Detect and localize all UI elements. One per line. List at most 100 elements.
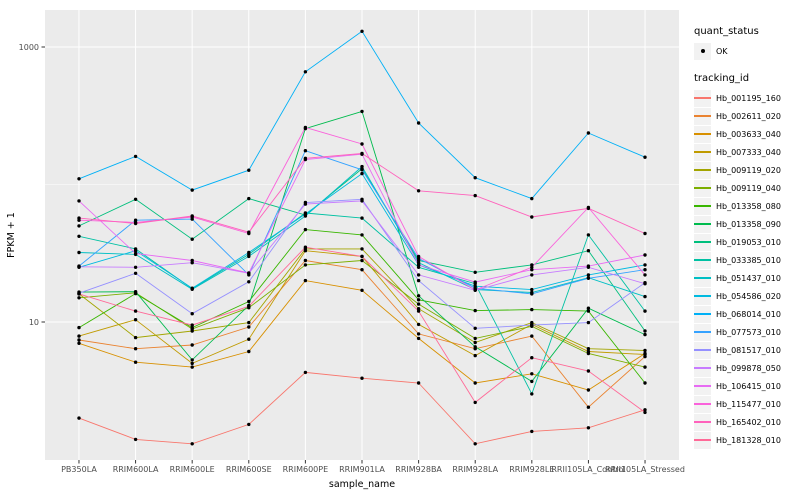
data-point — [133, 290, 138, 294]
data-point — [190, 312, 194, 316]
data-point — [643, 155, 647, 159]
quant-status-point-icon — [694, 42, 711, 60]
data-point — [643, 329, 647, 333]
data-point — [360, 168, 364, 172]
data-point — [416, 298, 421, 302]
data-point — [303, 370, 308, 375]
legend-entry: Hb_033385_010 — [694, 251, 800, 269]
legend-entry-label: Hb_019053_010 — [716, 237, 781, 247]
legend-entry: Hb_081517_010 — [694, 341, 800, 359]
legend-key-line-icon — [694, 323, 711, 341]
data-point — [133, 197, 138, 201]
data-point — [190, 214, 194, 218]
legend-key-line-icon — [694, 377, 711, 395]
data-point — [530, 392, 534, 396]
data-point — [360, 109, 364, 114]
legend-entry-label: Hb_009119_020 — [716, 165, 781, 175]
data-point — [586, 273, 591, 277]
data-point — [530, 356, 534, 360]
data-point — [247, 168, 251, 172]
data-point — [360, 254, 364, 259]
data-point — [416, 302, 421, 306]
legend-entry: Hb_051437_010 — [694, 269, 800, 287]
data-point — [473, 270, 477, 274]
data-point — [77, 334, 81, 338]
data-point — [247, 349, 251, 354]
data-point — [247, 299, 251, 304]
data-point — [133, 271, 138, 275]
x-tick-label: RRIM600PE — [283, 465, 329, 474]
data-point — [360, 151, 364, 156]
data-point — [416, 189, 421, 193]
legend-key-line-icon — [694, 431, 711, 449]
data-point — [530, 287, 534, 292]
data-point — [303, 70, 308, 74]
legend-entry-label: Hb_081517_010 — [716, 345, 781, 355]
data-point — [133, 221, 138, 226]
data-point — [360, 29, 364, 33]
legend-key-line-icon — [694, 161, 711, 179]
data-point — [586, 347, 591, 351]
data-point — [530, 196, 534, 201]
x-tick-label: RRII105LA_Stressed — [605, 465, 685, 474]
legend-entry: Hb_181328_010 — [694, 431, 800, 449]
legend-key-line-icon — [694, 251, 711, 269]
data-point — [643, 294, 647, 299]
data-point — [416, 273, 421, 277]
legend-entry: Hb_115477_010 — [694, 395, 800, 413]
data-point — [473, 288, 477, 292]
legend-key-line-icon — [694, 179, 711, 197]
data-point — [303, 156, 308, 160]
data-point — [303, 278, 308, 283]
data-point — [247, 320, 251, 325]
data-point — [416, 332, 421, 336]
data-point — [416, 121, 421, 125]
data-point — [133, 335, 138, 340]
data-point — [416, 265, 421, 269]
data-point — [360, 171, 364, 176]
data-point — [190, 325, 194, 330]
data-point — [416, 322, 421, 327]
data-point — [586, 249, 591, 253]
data-point — [416, 278, 421, 283]
x-tick-label: RRII105LA_Control — [551, 465, 625, 474]
data-point — [303, 245, 308, 249]
data-point — [247, 230, 251, 234]
data-point — [586, 131, 591, 135]
data-point — [643, 309, 647, 313]
legend: quant_status OK tracking_id Hb_001195_16… — [694, 26, 800, 449]
data-point — [586, 426, 591, 430]
x-tick-label: RRIM901LA — [339, 465, 385, 474]
data-point — [416, 307, 421, 311]
data-point — [303, 212, 308, 216]
data-point — [643, 352, 647, 357]
data-point — [133, 249, 138, 253]
data-point — [360, 216, 364, 220]
data-point — [530, 268, 534, 272]
legend-key-line-icon — [694, 197, 711, 215]
data-point — [360, 288, 364, 292]
data-point — [77, 250, 81, 255]
data-point — [473, 353, 477, 358]
data-point — [247, 196, 251, 201]
legend-entry-label: Hb_181328_010 — [716, 435, 781, 445]
data-point — [360, 247, 364, 251]
legend-key-line-icon — [694, 89, 711, 107]
legend-entry-label: Hb_033385_010 — [716, 255, 781, 265]
data-point — [247, 422, 251, 427]
data-point — [586, 369, 591, 373]
data-point — [77, 177, 81, 181]
data-point — [473, 345, 477, 349]
data-point — [530, 307, 534, 312]
data-point — [530, 265, 534, 269]
data-point — [643, 282, 647, 286]
data-point — [416, 309, 421, 313]
data-point — [303, 258, 308, 263]
x-tick-label: RRIM928LA — [452, 465, 498, 474]
legend-key-line-icon — [694, 413, 711, 431]
data-point — [473, 326, 477, 330]
data-point — [303, 149, 308, 153]
data-point — [586, 233, 591, 237]
legend-entry: Hb_009119_040 — [694, 179, 800, 197]
